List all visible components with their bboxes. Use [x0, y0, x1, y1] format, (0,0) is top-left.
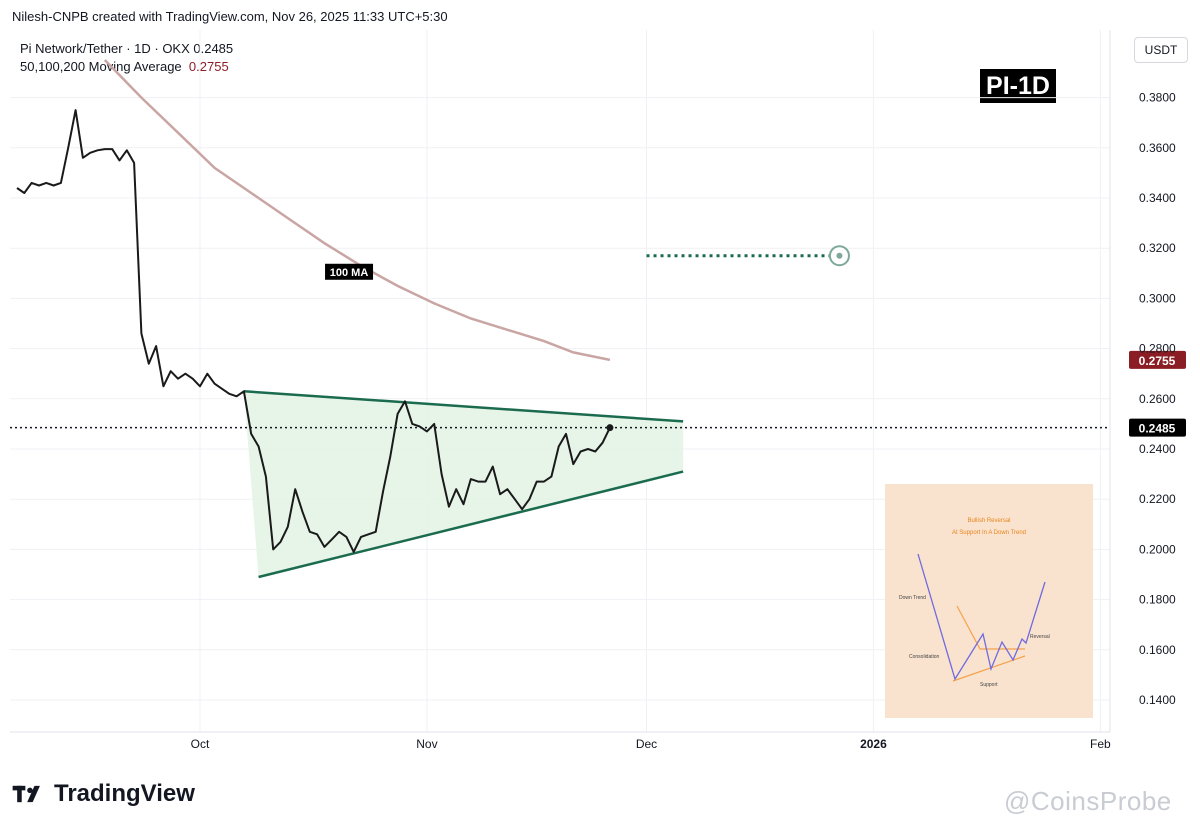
- price-line: [16, 109, 611, 553]
- tradingview-logo-icon: [12, 785, 40, 803]
- moving-average-100: [103, 59, 611, 362]
- time-tick-label: Oct: [191, 737, 210, 751]
- price-tick-label: 0.2800: [1139, 342, 1176, 356]
- target-circle-dot: [836, 252, 843, 259]
- symbol-legend[interactable]: Pi Network/Tether · 1D · OKX 0.2485: [20, 41, 234, 56]
- ma-legend-value: 0.2755: [188, 59, 229, 74]
- price-tick-label: 0.3000: [1139, 291, 1176, 305]
- inset-title-2: At Support In A Down Trend: [952, 530, 1026, 536]
- price-tick-label: 0.2000: [1139, 542, 1176, 556]
- axes: 0.3800 0.3600 0.3400 0.3200 0.3000 0.2800 0.26…: [10, 30, 1176, 751]
- price-tick-label: 0.1800: [1139, 593, 1176, 607]
- inset-title-1: Bullish Reversal: [967, 518, 1010, 524]
- inset-upper-line: [956, 605, 1025, 650]
- inset-background: [885, 484, 1093, 718]
- symmetrical-triangle: [243, 390, 684, 579]
- ma-legend[interactable]: 50,100,200 Moving Average 0.2755: [20, 59, 229, 74]
- overlays: 0.2485 0.2755 100 MA: [10, 245, 1186, 437]
- current-price-tag: [1129, 418, 1186, 437]
- chart-credit: Nilesh-CNPB created with TradingView.com…: [12, 9, 448, 24]
- inset-label-reversal: Reversal: [1030, 634, 1050, 640]
- ma-legend-label: 50,100,200 Moving Average: [20, 59, 182, 74]
- price-tick-label: 0.3600: [1139, 141, 1176, 155]
- time-tick-label: Nov: [416, 737, 437, 751]
- triangle-fill: [243, 391, 684, 578]
- inset-label-support: Support: [980, 682, 998, 688]
- time-tick-label: Dec: [636, 737, 657, 751]
- ma-price-tag-label: 0.2755: [1139, 354, 1176, 368]
- pattern-inset: Bullish Reversal At Support In A Down Tre…: [885, 484, 1093, 718]
- ma-price-tag: [1129, 350, 1186, 369]
- price-tick-label: 0.1400: [1139, 693, 1176, 707]
- tradingview-brand: TradingView: [54, 780, 195, 807]
- triangle-upper-trendline: [243, 390, 684, 423]
- ma-100-line: [103, 59, 611, 362]
- current-price-tag-label: 0.2485: [1139, 422, 1176, 436]
- inset-price-path: [917, 553, 1046, 681]
- ma-100-tag-label: 100 MA: [330, 267, 369, 279]
- time-tick-label: Feb: [1090, 737, 1111, 751]
- price-tick-label: 0.2600: [1139, 392, 1176, 406]
- coinsprobe-watermark: @CoinsProbe: [1004, 786, 1172, 816]
- tradingview-logo[interactable]: TradingView: [12, 780, 195, 808]
- price-tick-label: 0.3800: [1139, 91, 1176, 105]
- price-tick-label: 0.2400: [1139, 442, 1176, 456]
- price-series: [16, 109, 614, 553]
- currency-unit-button[interactable]: USDT: [1134, 37, 1188, 63]
- last-price-dot: [606, 424, 614, 432]
- price-tick-label: 0.3400: [1139, 191, 1176, 205]
- price-tick-label: 0.3200: [1139, 241, 1176, 255]
- inset-label-down-trend: Down Trend: [899, 595, 926, 601]
- price-tick-label: 0.1600: [1139, 643, 1176, 657]
- time-tick-label: 2026: [860, 737, 887, 751]
- triangle-lower-trendline: [258, 470, 684, 579]
- inset-label-consolidation: Consolidation: [909, 654, 940, 660]
- price-tick-label: 0.2200: [1139, 492, 1176, 506]
- ma-100-tag: [325, 263, 374, 280]
